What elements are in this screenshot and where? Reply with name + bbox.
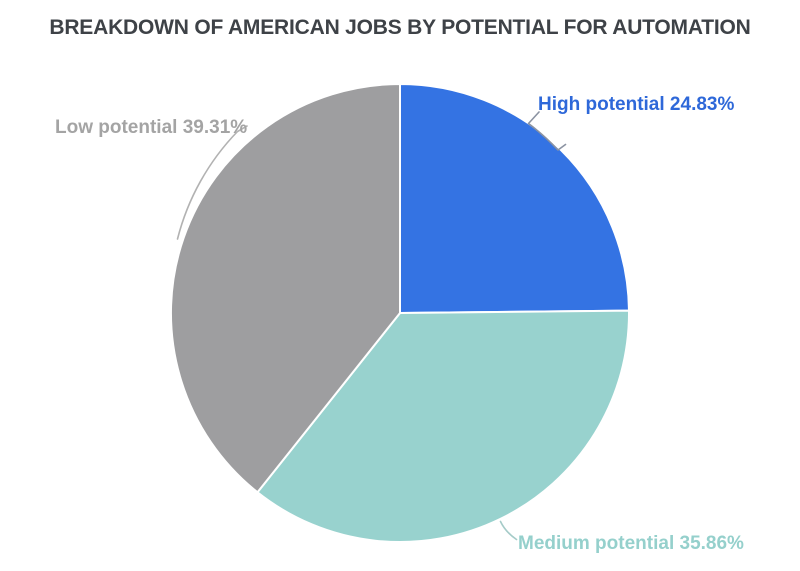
pie-slice-high-potential[interactable] [399, 83, 630, 314]
chart-title: BREAKDOWN OF AMERICAN JOBS BY POTENTIAL … [49, 16, 751, 39]
pie-slice-low-potential[interactable] [170, 83, 401, 494]
leader-lines-group [176, 111, 567, 541]
slice-label-low-potential: Low potential 39.31% [55, 117, 248, 138]
leader-line-high-potential [527, 111, 567, 151]
slice-label-medium-potential: Medium potential 35.86% [518, 533, 744, 554]
leader-line-medium-potential [499, 520, 518, 541]
pie-slices-group [170, 83, 631, 544]
pie-slice-medium-potential[interactable] [256, 309, 631, 544]
slice-label-high-potential: High potential 24.83% [538, 94, 735, 115]
leader-line-low-potential [176, 125, 248, 240]
